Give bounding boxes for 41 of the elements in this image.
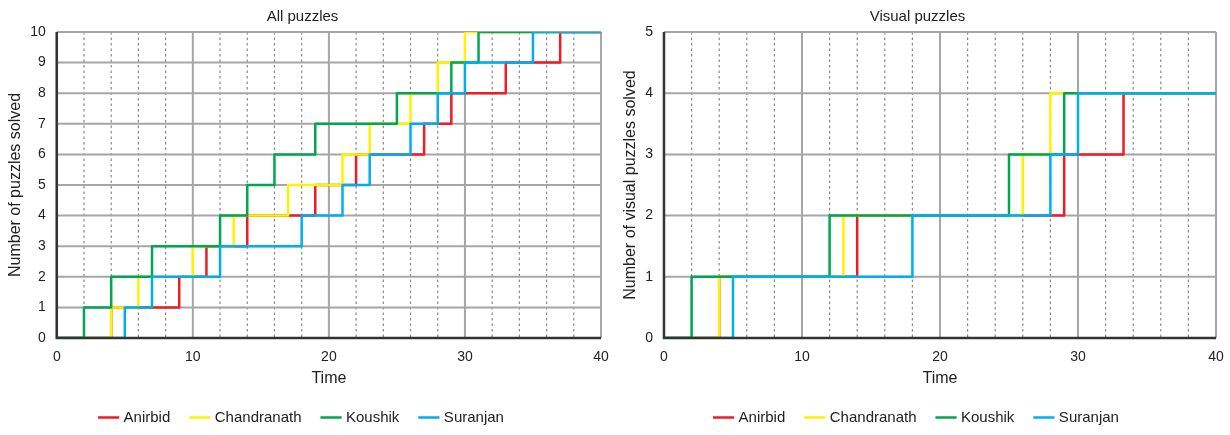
x-tick-label: 40	[593, 348, 609, 365]
x-tick-label: 0	[660, 348, 669, 365]
x-tick-label: 30	[1070, 348, 1086, 365]
x-tick-label: 20	[932, 348, 948, 365]
y-tick-label: 7	[37, 114, 46, 131]
y-tick-label: 6	[37, 145, 46, 162]
y-axis-title: Number of puzzles solved	[6, 92, 24, 278]
chart-title: All puzzles	[266, 7, 339, 25]
y-tick-label: 2	[645, 206, 654, 223]
y-axis-title: Number of visual puzzles solved	[621, 70, 639, 300]
y-tick-label: 3	[37, 237, 46, 254]
x-tick-label: 0	[52, 348, 61, 365]
y-tick-label: 5	[37, 175, 46, 192]
x-axis-title: Time	[922, 368, 958, 386]
y-tick-label: 1	[645, 267, 654, 284]
x-tick-label: 30	[457, 348, 473, 365]
legend-label: Koushik	[961, 407, 1015, 425]
y-tick-label: 9	[37, 53, 46, 70]
legend-label: Suranjan	[1058, 407, 1119, 425]
legend-label: Koushik	[346, 407, 400, 425]
y-tick-label: 2	[37, 267, 46, 284]
chart-title: Visual puzzles	[869, 7, 966, 25]
y-tick-label: 4	[37, 206, 46, 223]
x-tick-label: 20	[321, 348, 337, 365]
legend-label: Anirbid	[123, 407, 171, 425]
y-tick-label: 8	[37, 84, 46, 101]
x-tick-label: 10	[794, 348, 810, 365]
y-tick-label: 0	[645, 328, 654, 345]
y-tick-label: 4	[645, 84, 654, 101]
legend-label: Anirbid	[738, 407, 786, 425]
y-tick-label: 10	[30, 22, 46, 39]
y-tick-label: 5	[645, 22, 654, 39]
legend-label: Chandranath	[214, 407, 302, 425]
y-tick-label: 1	[37, 298, 46, 315]
x-tick-label: 10	[185, 348, 201, 365]
x-axis-title: Time	[311, 368, 347, 386]
legend-label: Chandranath	[829, 407, 917, 425]
y-tick-label: 3	[645, 145, 654, 162]
x-tick-label: 40	[1208, 348, 1224, 365]
y-tick-label: 0	[37, 328, 46, 345]
legend-label: Suranjan	[443, 407, 504, 425]
